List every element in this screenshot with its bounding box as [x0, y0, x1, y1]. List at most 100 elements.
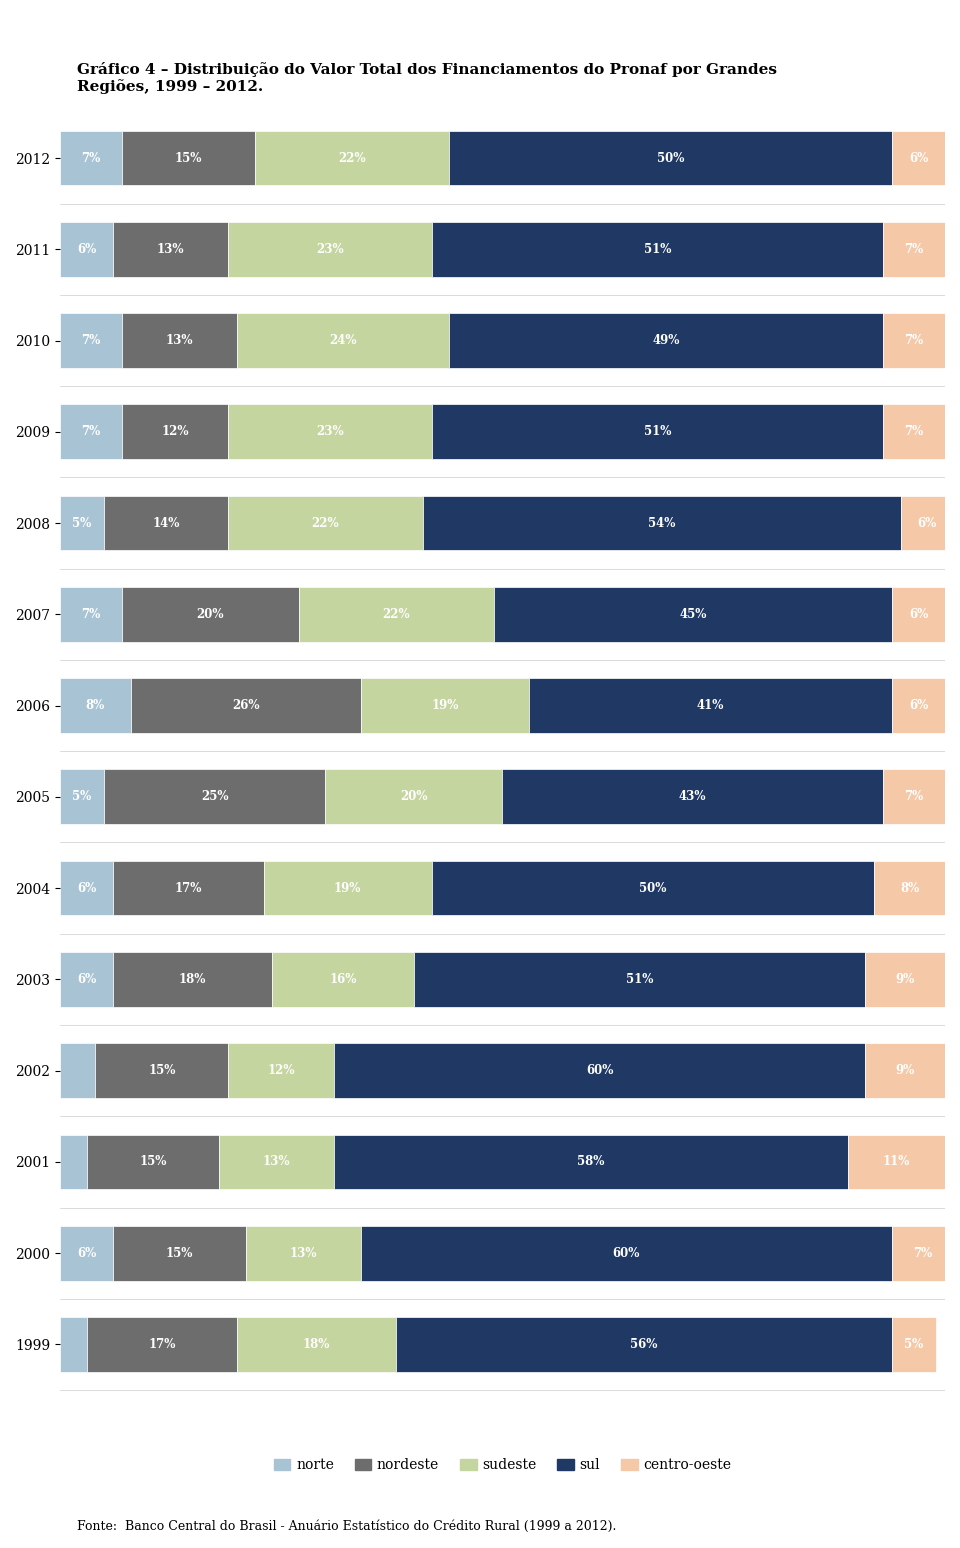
Text: 7%: 7%: [904, 426, 924, 438]
Bar: [449, 130, 892, 186]
Text: 6%: 6%: [77, 882, 96, 895]
Text: 22%: 22%: [312, 517, 339, 529]
Text: 7%: 7%: [82, 152, 101, 164]
Bar: [228, 495, 422, 551]
Legend: norte, nordeste, sudeste, sul, centro-oeste: norte, nordeste, sudeste, sul, centro-oe…: [268, 1452, 736, 1478]
Bar: [422, 495, 900, 551]
Text: 8%: 8%: [900, 882, 920, 895]
Bar: [60, 861, 113, 915]
Bar: [396, 1317, 892, 1372]
Text: 18%: 18%: [303, 1337, 330, 1351]
Text: 13%: 13%: [156, 243, 184, 255]
Bar: [883, 221, 945, 277]
Bar: [113, 221, 228, 277]
Bar: [131, 678, 361, 734]
Bar: [449, 313, 883, 368]
Text: 23%: 23%: [316, 426, 344, 438]
Bar: [219, 1135, 334, 1189]
Bar: [60, 1317, 86, 1372]
Text: 45%: 45%: [679, 608, 707, 621]
Bar: [60, 952, 113, 1006]
Bar: [865, 952, 945, 1006]
Text: 20%: 20%: [197, 608, 225, 621]
Text: 13%: 13%: [166, 334, 193, 347]
Text: 15%: 15%: [148, 1063, 176, 1077]
Text: 6%: 6%: [909, 152, 928, 164]
Text: 6%: 6%: [77, 1246, 96, 1260]
Text: 50%: 50%: [657, 152, 684, 164]
Text: 7%: 7%: [82, 426, 101, 438]
Bar: [122, 587, 299, 642]
Bar: [892, 1226, 954, 1280]
Text: 12%: 12%: [161, 426, 189, 438]
Text: 20%: 20%: [400, 791, 428, 803]
Text: 56%: 56%: [631, 1337, 658, 1351]
Bar: [493, 587, 892, 642]
Bar: [60, 678, 131, 734]
Text: 50%: 50%: [639, 882, 666, 895]
Bar: [113, 952, 273, 1006]
Bar: [334, 1043, 865, 1098]
Bar: [299, 587, 493, 642]
Bar: [432, 221, 883, 277]
Bar: [334, 1135, 848, 1189]
Bar: [237, 313, 449, 368]
Bar: [86, 1317, 237, 1372]
Text: 5%: 5%: [72, 791, 92, 803]
Text: 8%: 8%: [85, 700, 105, 712]
Text: 51%: 51%: [643, 426, 671, 438]
Bar: [361, 1226, 892, 1280]
Text: 6%: 6%: [77, 243, 96, 255]
Text: 7%: 7%: [904, 334, 924, 347]
Text: 26%: 26%: [232, 700, 259, 712]
Text: 60%: 60%: [612, 1246, 640, 1260]
Bar: [892, 130, 945, 186]
Bar: [122, 313, 237, 368]
Bar: [122, 404, 228, 460]
Bar: [900, 495, 954, 551]
Text: 5%: 5%: [72, 517, 92, 529]
Bar: [883, 313, 945, 368]
Text: 51%: 51%: [643, 243, 671, 255]
Text: 6%: 6%: [918, 517, 937, 529]
Bar: [848, 1135, 945, 1189]
Bar: [325, 769, 502, 824]
Text: 24%: 24%: [329, 334, 357, 347]
Bar: [60, 313, 122, 368]
Bar: [228, 404, 432, 460]
Bar: [892, 587, 945, 642]
Bar: [246, 1226, 361, 1280]
Text: 6%: 6%: [909, 608, 928, 621]
Bar: [113, 861, 264, 915]
Text: Fonte:  Banco Central do Brasil - Anuário Estatístico do Crédito Rural (1999 a 2: Fonte: Banco Central do Brasil - Anuário…: [77, 1520, 616, 1533]
Bar: [865, 1043, 945, 1098]
Text: 6%: 6%: [77, 972, 96, 986]
Text: 5%: 5%: [904, 1337, 924, 1351]
Bar: [529, 678, 892, 734]
Bar: [361, 678, 529, 734]
Bar: [414, 952, 865, 1006]
Text: 54%: 54%: [648, 517, 676, 529]
Text: 17%: 17%: [148, 1337, 176, 1351]
Bar: [237, 1317, 396, 1372]
Text: 15%: 15%: [166, 1246, 193, 1260]
Text: 7%: 7%: [82, 608, 101, 621]
Text: Gráfico 4 – Distribuição do Valor Total dos Financiamentos do Pronaf por Grandes: Gráfico 4 – Distribuição do Valor Total …: [77, 62, 777, 94]
Bar: [113, 1226, 246, 1280]
Text: 25%: 25%: [201, 791, 228, 803]
Text: 7%: 7%: [82, 334, 101, 347]
Bar: [60, 587, 122, 642]
Bar: [228, 221, 432, 277]
Text: 17%: 17%: [175, 882, 202, 895]
Bar: [105, 769, 325, 824]
Text: 14%: 14%: [153, 517, 180, 529]
Bar: [60, 1043, 95, 1098]
Text: 49%: 49%: [653, 334, 680, 347]
Text: 43%: 43%: [679, 791, 707, 803]
Bar: [60, 404, 122, 460]
Text: 15%: 15%: [175, 152, 202, 164]
Bar: [95, 1043, 228, 1098]
Bar: [502, 769, 883, 824]
Bar: [875, 861, 945, 915]
Bar: [432, 404, 883, 460]
